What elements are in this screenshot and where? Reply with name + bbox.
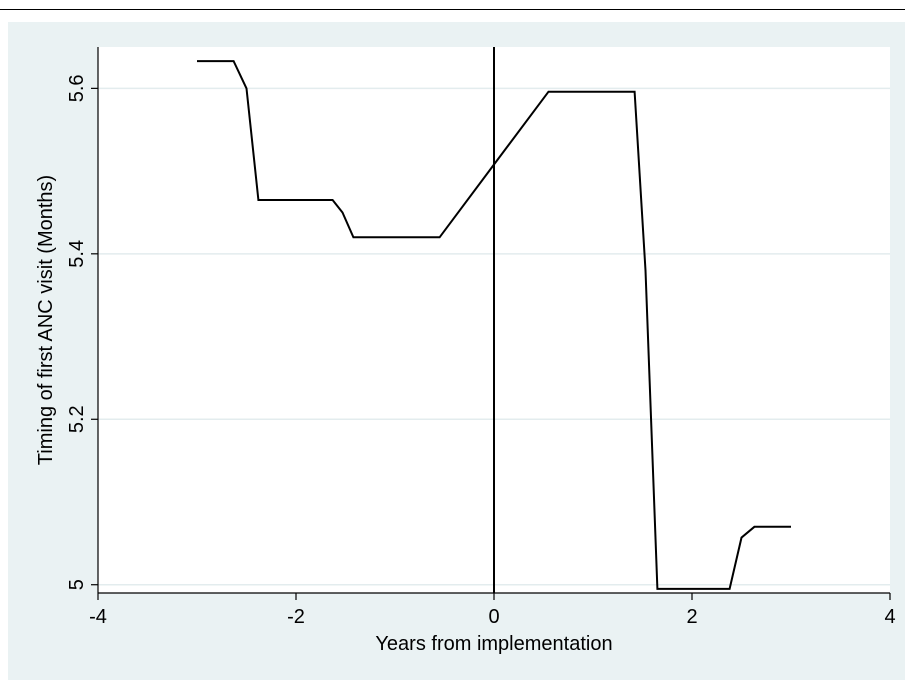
top-rule <box>0 0 905 10</box>
x-tick-label: -2 <box>287 606 305 628</box>
y-tick-label: 5 <box>66 579 88 590</box>
x-tick-label: 4 <box>884 606 895 628</box>
y-tick-label: 5.4 <box>66 240 88 268</box>
x-tick-label: -4 <box>89 606 107 628</box>
y-ticks: 5 5.2 5.4 5.6 <box>66 74 98 590</box>
x-axis-title: Years from implementation <box>375 633 612 655</box>
x-tick-label: 0 <box>488 606 499 628</box>
x-tick-label: 2 <box>686 606 697 628</box>
y-tick-label: 5.6 <box>66 74 88 102</box>
x-ticks: -4 -2 0 2 4 <box>89 593 896 628</box>
series-line <box>197 60 791 590</box>
y-axis-title: Timing of first ANC visit (Months) <box>35 175 57 465</box>
y-tick-label: 5.2 <box>66 405 88 433</box>
